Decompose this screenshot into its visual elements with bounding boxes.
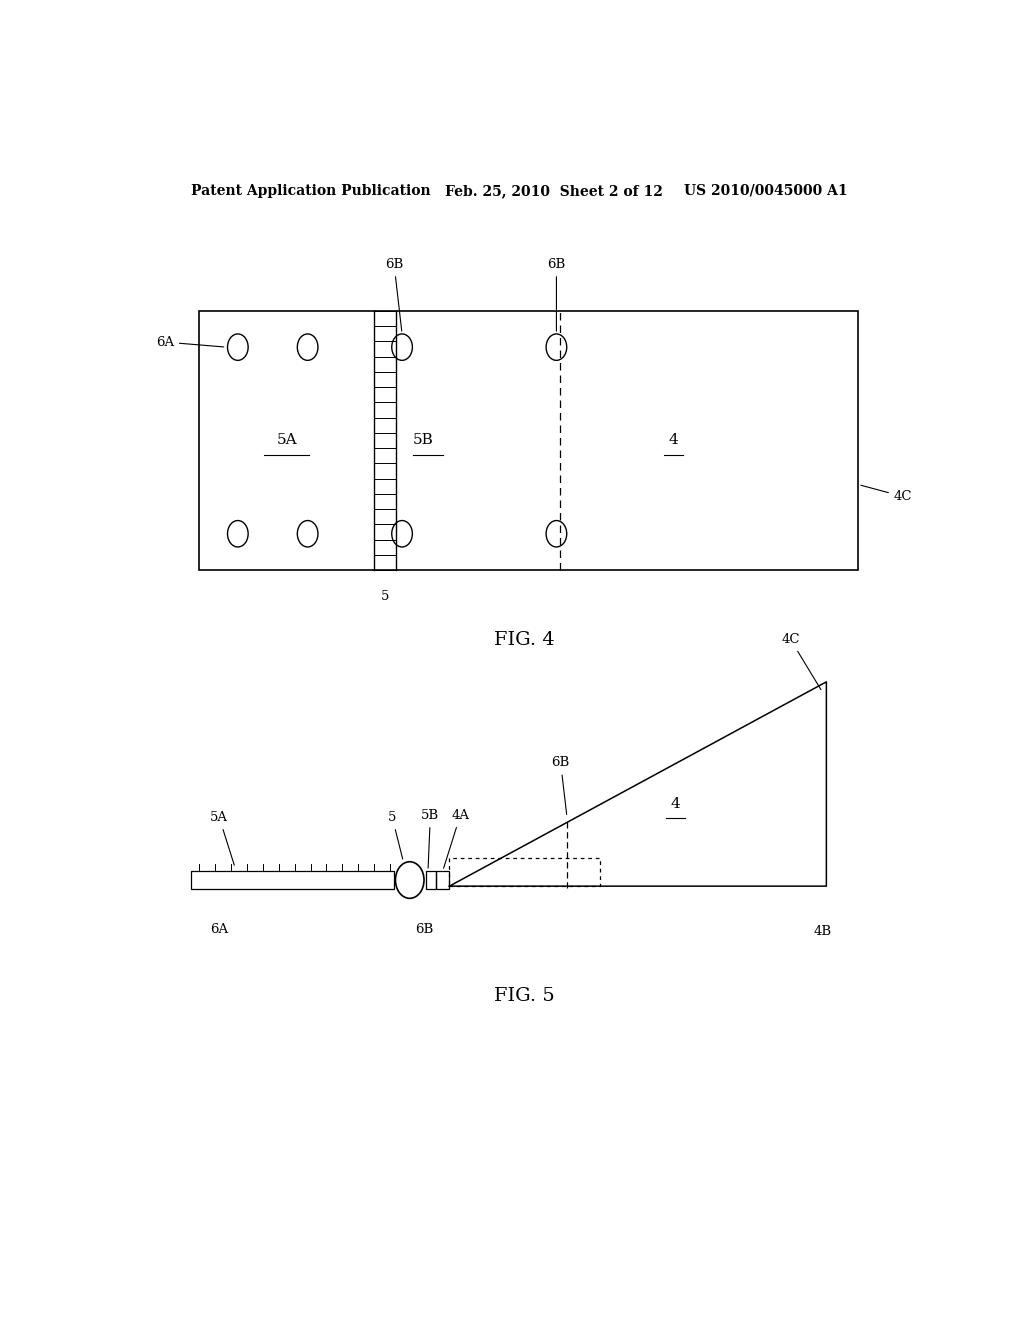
Text: 4: 4: [671, 797, 681, 810]
Text: FIG. 5: FIG. 5: [495, 987, 555, 1005]
Text: Patent Application Publication: Patent Application Publication: [191, 183, 431, 198]
Text: US 2010/0045000 A1: US 2010/0045000 A1: [684, 183, 847, 198]
Text: 6B: 6B: [415, 923, 433, 936]
Text: 4B: 4B: [813, 925, 831, 937]
Text: 4C: 4C: [781, 634, 821, 689]
Text: 4: 4: [669, 433, 679, 447]
Text: 6B: 6B: [385, 259, 403, 331]
Text: 6A: 6A: [156, 335, 223, 348]
Text: FIG. 4: FIG. 4: [495, 631, 555, 649]
Text: 4C: 4C: [861, 486, 912, 503]
Bar: [191, 871, 394, 890]
Bar: [436, 871, 450, 890]
Text: 5A: 5A: [276, 433, 297, 447]
Text: 5: 5: [381, 590, 389, 603]
Text: 6A: 6A: [210, 923, 228, 936]
Text: 5A: 5A: [210, 810, 234, 865]
Text: 6B: 6B: [552, 756, 569, 814]
Text: 6B: 6B: [547, 259, 565, 331]
Text: 4A: 4A: [443, 809, 469, 869]
Bar: [200, 312, 858, 570]
Bar: [426, 871, 436, 890]
Text: 5B: 5B: [413, 433, 434, 447]
Text: 5: 5: [388, 810, 402, 859]
Text: 5B: 5B: [421, 809, 439, 869]
Text: Feb. 25, 2010  Sheet 2 of 12: Feb. 25, 2010 Sheet 2 of 12: [445, 183, 664, 198]
